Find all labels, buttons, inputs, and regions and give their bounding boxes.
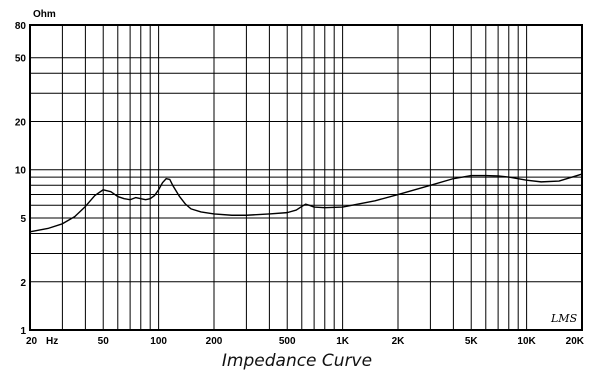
x-axis-unit: Hz: [46, 336, 58, 347]
series-layer: [29, 173, 583, 233]
x-tick-label: 2K: [392, 336, 406, 347]
x-tick-label: 10K: [517, 336, 536, 347]
x-tick-label: 20K: [566, 336, 585, 347]
y-tick-label: 5: [20, 214, 26, 225]
grid-lines: [29, 24, 583, 331]
y-tick-label: 80: [15, 21, 27, 32]
x-tick-label: 20: [26, 336, 38, 347]
y-axis-unit: Ohm: [33, 9, 56, 20]
y-tick-label: 1: [20, 326, 26, 337]
impedance-chart: 20 50 100 200 500 1K 2K 5K 10K 20K 1 2 5 10 20 50 80 Ohm…: [15, 9, 585, 347]
y-tick-label: 2: [20, 278, 26, 289]
y-tick-label: 50: [15, 54, 27, 65]
impedance-series-line: [29, 173, 583, 233]
plot-frame: [29, 24, 583, 331]
x-tick-label: 50: [98, 336, 110, 347]
axis-ticks: 20 50 100 200 500 1K 2K 5K 10K 20K 1 2 5 10 20 50 80: [15, 21, 585, 347]
y-tick-label: 10: [15, 166, 27, 177]
x-tick-label: 200: [206, 336, 223, 347]
chart-caption: Impedance Curve: [221, 351, 373, 371]
signature-mark: LMS: [550, 312, 578, 325]
x-tick-label: 1K: [336, 336, 350, 347]
x-tick-label: 5K: [465, 336, 479, 347]
x-tick-label: 100: [150, 336, 167, 347]
x-tick-label: 500: [279, 336, 296, 347]
y-tick-label: 20: [15, 117, 27, 128]
